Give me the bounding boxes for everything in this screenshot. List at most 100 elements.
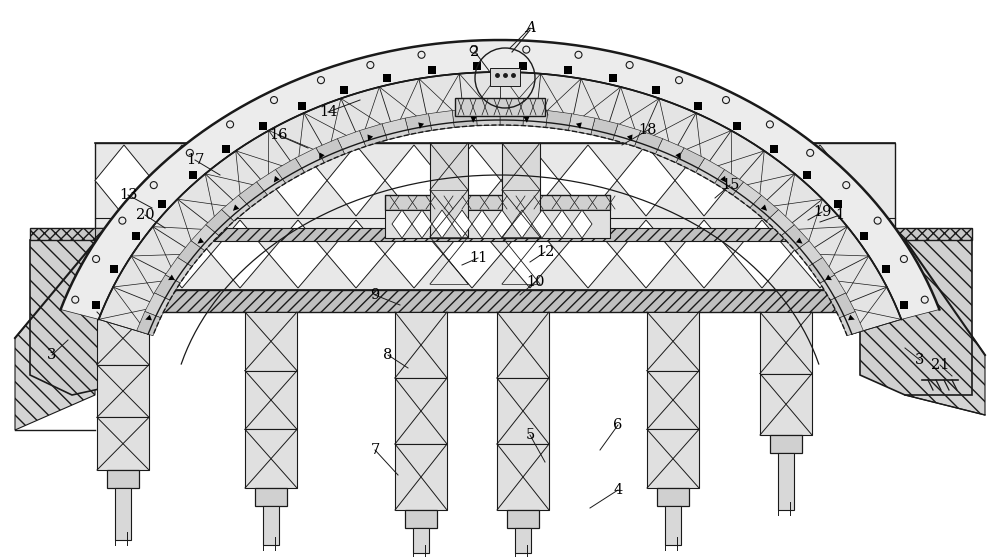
Text: 7: 7 xyxy=(370,443,380,457)
Text: A: A xyxy=(525,21,535,35)
Polygon shape xyxy=(617,220,675,288)
Text: 13: 13 xyxy=(119,188,137,202)
Polygon shape xyxy=(781,224,809,251)
Polygon shape xyxy=(572,210,592,238)
Bar xyxy=(694,102,702,110)
Bar xyxy=(665,506,681,545)
Polygon shape xyxy=(452,210,472,238)
Polygon shape xyxy=(795,241,823,267)
Polygon shape xyxy=(808,257,835,283)
Bar xyxy=(803,171,811,179)
Polygon shape xyxy=(405,114,432,135)
Bar xyxy=(395,378,447,444)
Polygon shape xyxy=(492,210,512,238)
Polygon shape xyxy=(523,109,548,128)
Bar xyxy=(860,228,972,240)
Polygon shape xyxy=(546,110,572,130)
Polygon shape xyxy=(501,145,559,216)
Bar xyxy=(107,470,139,488)
Polygon shape xyxy=(848,315,855,320)
Bar xyxy=(263,506,279,545)
Polygon shape xyxy=(30,240,140,395)
Bar xyxy=(770,435,802,453)
Bar xyxy=(515,528,531,553)
Bar xyxy=(92,301,100,309)
Polygon shape xyxy=(675,220,733,288)
Polygon shape xyxy=(418,123,424,129)
Text: 9: 9 xyxy=(370,288,380,302)
Bar xyxy=(502,143,540,238)
Bar xyxy=(110,266,118,273)
Text: 3: 3 xyxy=(915,353,925,367)
Bar xyxy=(647,370,699,429)
Bar xyxy=(395,444,447,510)
Polygon shape xyxy=(327,145,385,216)
Polygon shape xyxy=(257,169,285,195)
Bar xyxy=(158,200,166,208)
Text: 6: 6 xyxy=(613,418,623,432)
Polygon shape xyxy=(820,275,846,300)
Text: 21: 21 xyxy=(931,358,949,372)
Bar xyxy=(97,365,149,417)
Bar xyxy=(834,200,842,208)
Polygon shape xyxy=(359,124,387,146)
Polygon shape xyxy=(269,145,327,216)
Bar xyxy=(97,312,149,365)
Polygon shape xyxy=(591,118,618,140)
Bar xyxy=(647,312,699,370)
Polygon shape xyxy=(613,124,641,146)
Bar xyxy=(255,488,287,506)
Text: 2: 2 xyxy=(470,45,480,59)
Polygon shape xyxy=(675,145,733,216)
Text: 1: 1 xyxy=(835,208,845,222)
Text: 17: 17 xyxy=(186,153,204,167)
Bar xyxy=(95,143,895,290)
Polygon shape xyxy=(168,275,175,280)
Polygon shape xyxy=(576,123,582,129)
Polygon shape xyxy=(95,145,153,216)
Bar xyxy=(760,374,812,435)
Bar xyxy=(760,312,812,374)
Text: 19: 19 xyxy=(813,205,831,219)
Polygon shape xyxy=(443,220,501,288)
Polygon shape xyxy=(165,257,192,283)
Polygon shape xyxy=(733,145,791,216)
Polygon shape xyxy=(634,130,663,154)
Polygon shape xyxy=(443,145,501,216)
Polygon shape xyxy=(316,139,345,163)
Bar xyxy=(245,429,297,488)
Bar xyxy=(95,228,895,241)
Bar xyxy=(652,86,660,94)
Polygon shape xyxy=(432,210,452,238)
Polygon shape xyxy=(191,224,219,251)
Bar xyxy=(395,312,447,378)
Polygon shape xyxy=(766,209,794,236)
Polygon shape xyxy=(211,220,269,288)
Polygon shape xyxy=(385,220,443,288)
Polygon shape xyxy=(559,145,617,216)
Bar xyxy=(497,378,549,444)
Bar xyxy=(132,232,140,240)
Polygon shape xyxy=(761,204,767,211)
Bar xyxy=(245,312,297,370)
Bar xyxy=(497,444,549,510)
Polygon shape xyxy=(675,153,681,159)
Polygon shape xyxy=(676,148,705,173)
Polygon shape xyxy=(796,238,803,243)
Polygon shape xyxy=(839,311,863,336)
Bar xyxy=(383,74,391,82)
Polygon shape xyxy=(233,204,239,211)
Text: 5: 5 xyxy=(525,428,535,442)
Polygon shape xyxy=(274,176,280,183)
Polygon shape xyxy=(720,176,726,183)
Text: 11: 11 xyxy=(469,251,487,265)
Text: 20: 20 xyxy=(136,208,154,222)
Polygon shape xyxy=(367,134,373,141)
Bar xyxy=(647,429,699,488)
Text: 12: 12 xyxy=(536,245,554,259)
Polygon shape xyxy=(733,182,761,208)
Polygon shape xyxy=(197,238,204,243)
Bar xyxy=(385,210,610,238)
Polygon shape xyxy=(95,220,153,288)
Bar xyxy=(95,290,895,312)
